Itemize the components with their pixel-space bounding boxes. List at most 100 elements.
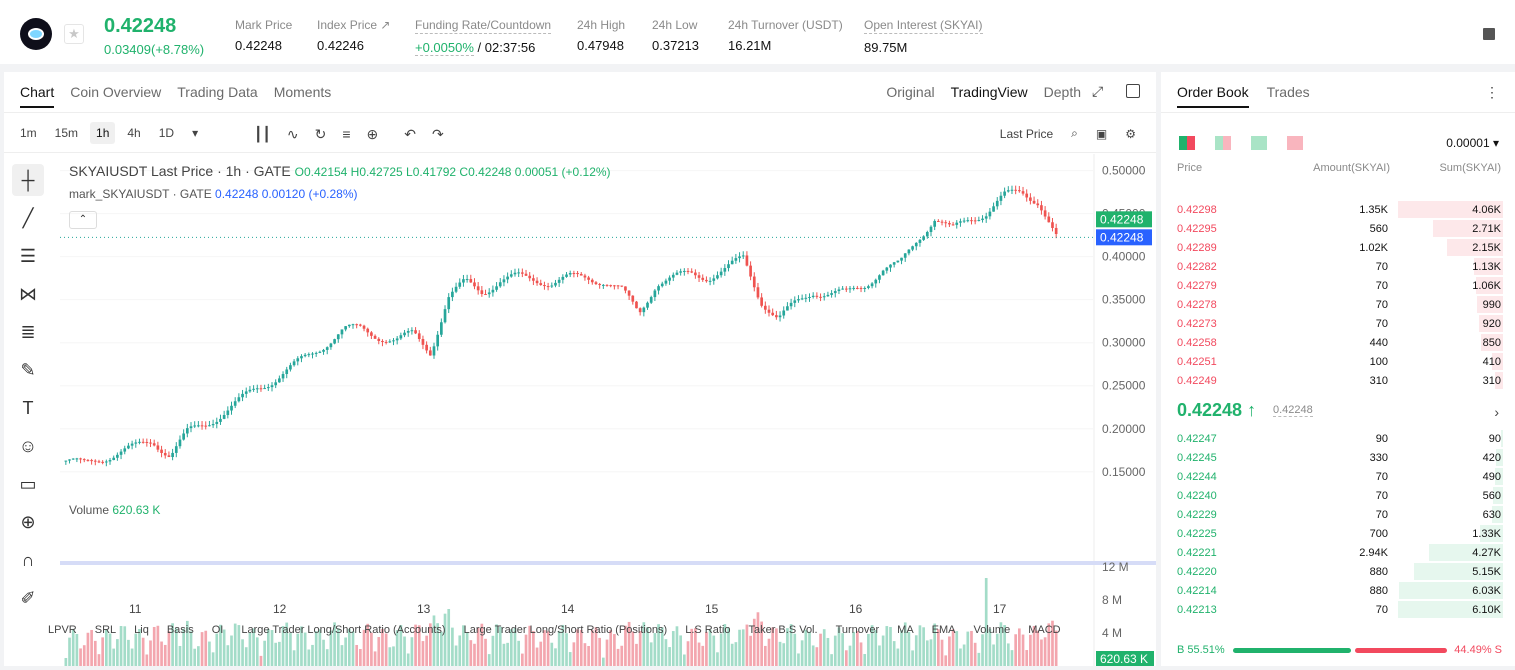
channel-icon[interactable]: ☰ bbox=[19, 245, 37, 266]
magnet-icon[interactable]: ∩ bbox=[21, 549, 35, 570]
ask-row[interactable]: 0.42295 560 2.71K bbox=[1161, 219, 1515, 238]
layout-icon-2[interactable] bbox=[1215, 136, 1231, 150]
bid-row[interactable]: 0.42245 330 420 bbox=[1161, 448, 1515, 467]
undo-icon[interactable]: ↶ bbox=[404, 126, 416, 142]
precision-select[interactable]: 0.00001 ▾ bbox=[1446, 136, 1499, 150]
indicator-lt-positions[interactable]: Large Trader Long/Short Ratio (Positions… bbox=[463, 624, 668, 636]
gear-icon[interactable]: ⚙ bbox=[1125, 126, 1136, 141]
indicator-volume[interactable]: Volume bbox=[973, 624, 1011, 636]
template-icon[interactable]: ≡ bbox=[342, 126, 351, 142]
tab-chart[interactable]: Chart bbox=[20, 84, 55, 108]
interval-1m[interactable]: 1m bbox=[20, 126, 37, 140]
search-icon[interactable]: ⌕ bbox=[1071, 126, 1078, 140]
indicator-oi[interactable]: OI bbox=[211, 624, 224, 636]
indicator-taker-vol[interactable]: Taker B.S Vol. bbox=[748, 624, 818, 636]
ask-row[interactable]: 0.42289 1.02K 2.15K bbox=[1161, 238, 1515, 257]
tab-moments[interactable]: Moments bbox=[273, 84, 332, 100]
brush-icon[interactable]: ✎ bbox=[20, 359, 36, 380]
tab-coin-overview[interactable]: Coin Overview bbox=[70, 84, 162, 100]
candle-body bbox=[977, 220, 981, 222]
trendline-icon[interactable]: ╱ bbox=[22, 207, 34, 228]
indicator-macd[interactable]: MACD bbox=[1028, 624, 1061, 636]
volume-bar bbox=[988, 628, 992, 666]
bid-row[interactable]: 0.42213 70 6.10K bbox=[1161, 600, 1515, 619]
layout-bids-icon[interactable] bbox=[1251, 136, 1267, 150]
bid-row[interactable]: 0.42229 70 630 bbox=[1161, 505, 1515, 524]
fullscreen-icon[interactable]: ⤢ bbox=[1092, 83, 1104, 99]
collapse-legend-button[interactable]: ⌃ bbox=[69, 211, 97, 229]
bid-row[interactable]: 0.42244 70 490 bbox=[1161, 467, 1515, 486]
view-depth[interactable]: Depth bbox=[1043, 84, 1081, 100]
volume-bar bbox=[539, 641, 543, 666]
indicator-basis[interactable]: Basis bbox=[166, 624, 194, 636]
candle-body bbox=[627, 290, 631, 296]
indicator-ma[interactable]: MA bbox=[897, 624, 914, 636]
ask-row[interactable]: 0.42282 70 1.13K bbox=[1161, 257, 1515, 276]
indicator-lt-accounts[interactable]: Large Trader Long/Short Ratio (Accounts) bbox=[241, 624, 446, 636]
candle-body bbox=[241, 393, 244, 398]
tab-trades[interactable]: Trades bbox=[1266, 84, 1310, 100]
ask-row[interactable]: 0.42273 70 920 bbox=[1161, 314, 1515, 333]
bid-row[interactable]: 0.42240 70 560 bbox=[1161, 486, 1515, 505]
add-icon[interactable]: ⊕ bbox=[366, 126, 379, 142]
chevron-right-icon[interactable]: › bbox=[1494, 404, 1499, 420]
text-icon[interactable]: T bbox=[22, 397, 34, 418]
volume-bar bbox=[395, 630, 399, 666]
bid-row[interactable]: 0.42225 700 1.33K bbox=[1161, 524, 1515, 543]
indicator-ema[interactable]: EMA bbox=[931, 624, 956, 636]
indicator-lpvr[interactable]: LPVR bbox=[48, 624, 77, 636]
price-type-select[interactable]: Last Price bbox=[999, 126, 1054, 141]
bid-row[interactable]: 0.42214 880 6.03K bbox=[1161, 581, 1515, 600]
candle-body bbox=[428, 350, 432, 356]
pattern-icon[interactable]: ⋈ bbox=[19, 283, 37, 304]
ruler-icon[interactable]: ▭ bbox=[19, 473, 37, 494]
stat-index-price[interactable]: Index Price ↗ 0.42246 bbox=[317, 18, 391, 53]
volume-bar bbox=[583, 643, 587, 666]
layout-both-icon[interactable] bbox=[1179, 136, 1195, 150]
indicator-liq[interactable]: Liq bbox=[134, 624, 149, 636]
view-original[interactable]: Original bbox=[886, 84, 935, 100]
ask-row[interactable]: 0.42249 310 310 bbox=[1161, 371, 1515, 390]
bid-row[interactable]: 0.42247 90 90 bbox=[1161, 429, 1515, 448]
candle-type-icon[interactable]: ┃┃ bbox=[254, 126, 271, 142]
ask-row[interactable]: 0.42251 100 410 bbox=[1161, 352, 1515, 371]
ask-row[interactable]: 0.42278 70 990 bbox=[1161, 295, 1515, 314]
zoom-icon[interactable]: ⊕ bbox=[20, 511, 36, 532]
candle-body bbox=[911, 246, 914, 250]
camera-icon[interactable]: ▣ bbox=[1095, 126, 1108, 141]
tab-order-book[interactable]: Order Book bbox=[1177, 84, 1249, 108]
candle-body bbox=[686, 270, 690, 272]
interval-15m[interactable]: 15m bbox=[54, 126, 79, 140]
bid-row[interactable]: 0.42220 880 5.15K bbox=[1161, 562, 1515, 581]
redo-icon[interactable]: ↷ bbox=[431, 126, 444, 142]
candlestick-chart[interactable]: 0.500000.450000.400000.350000.300000.250… bbox=[60, 154, 1156, 666]
indicator-srl[interactable]: SRL bbox=[94, 624, 117, 636]
replay-icon[interactable]: ↻ bbox=[314, 126, 327, 142]
fib-icon[interactable]: ≣ bbox=[20, 321, 36, 342]
interval-1h[interactable]: 1h bbox=[90, 122, 116, 144]
volume-bar bbox=[642, 622, 646, 666]
volume-bar bbox=[804, 629, 808, 666]
bid-row[interactable]: 0.42221 2.94K 4.27K bbox=[1161, 543, 1515, 562]
crosshair-icon[interactable]: ┼ bbox=[12, 164, 44, 196]
favorite-star-icon[interactable]: ★ bbox=[64, 24, 84, 44]
emoji-icon[interactable]: ☺ bbox=[18, 435, 38, 456]
indicator-ls-ratio[interactable]: L.S Ratio bbox=[685, 624, 731, 636]
window-icon[interactable] bbox=[1126, 84, 1140, 98]
pencil-icon[interactable]: ✐ bbox=[20, 587, 36, 608]
book-icon[interactable] bbox=[1483, 28, 1495, 40]
ask-row[interactable]: 0.42258 440 850 bbox=[1161, 333, 1515, 352]
indicators-icon[interactable]: ∿ bbox=[286, 126, 299, 142]
time-tick-label: 14 bbox=[561, 602, 575, 616]
interval-dropdown-icon[interactable]: ▾ bbox=[192, 126, 199, 140]
interval-1d[interactable]: 1D bbox=[158, 126, 175, 140]
candle-body bbox=[833, 291, 837, 294]
layout-asks-icon[interactable] bbox=[1287, 136, 1303, 150]
tab-trading-data[interactable]: Trading Data bbox=[177, 84, 258, 100]
interval-4h[interactable]: 4h bbox=[127, 126, 141, 140]
ask-row[interactable]: 0.42298 1.35K 4.06K bbox=[1161, 200, 1515, 219]
indicator-turnover[interactable]: Turnover bbox=[835, 624, 880, 636]
ask-row[interactable]: 0.42279 70 1.06K bbox=[1161, 276, 1515, 295]
more-icon[interactable]: ⋮ bbox=[1485, 84, 1499, 100]
view-tradingview[interactable]: TradingView bbox=[950, 84, 1028, 100]
